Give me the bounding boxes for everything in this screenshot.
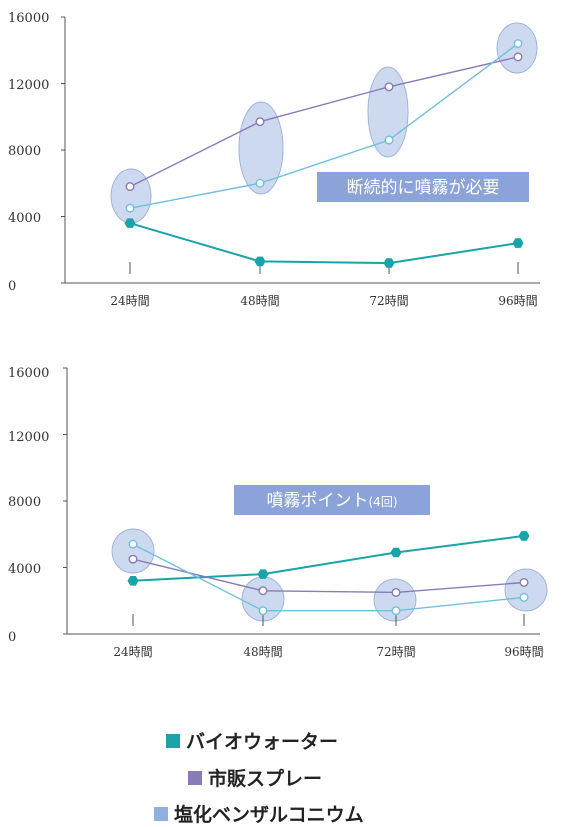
x-tick-label: 96時間 [498,294,537,308]
chart-1: 16000 12000 8000 4000 0 24時間 48時間 72時間 96時間 断続的に噴… [8,11,540,308]
point-bio [127,576,139,586]
series-line-bio [129,222,519,265]
annotation-text: 噴霧ポイント(4回) [267,491,398,511]
point-commercial [384,82,394,92]
highlight-ellipse [504,568,548,612]
series-line-commercial [132,558,525,594]
x-tick-label: 24時間 [110,294,149,308]
point-benzal [384,135,394,145]
annotation-small-text: (4回) [369,495,398,509]
x-tick-label: 48時間 [243,645,282,659]
y-tick-label: 12000 [8,78,49,93]
point-bio [257,569,269,579]
highlight-ellipse [496,22,538,74]
point-commercial [255,117,265,127]
annotation-box [317,172,529,202]
annotation-text: 断続的に噴霧が必要 [347,178,500,198]
point-benzal [125,203,135,213]
y-tick-label: 0 [8,279,16,294]
point-commercial [519,577,529,587]
series-line-commercial [129,56,519,188]
point-benzal [391,606,401,616]
point-commercial [391,587,401,597]
chart-2: 16000 12000 8000 4000 0 24時間 48時間 72時間 96時間 噴霧ポイン… [8,366,548,659]
point-bio [254,256,266,267]
point-benzal [128,539,138,549]
point-benzal [255,178,265,188]
point-benzal [519,592,529,602]
y-tick-label: 12000 [8,430,49,445]
point-bio [390,547,402,558]
y-tick-label: 0 [8,630,16,645]
point-benzal [258,606,268,616]
y-tick-label: 4000 [8,211,41,226]
y-tick-label: 8000 [8,144,41,159]
x-tick-label: 72時間 [376,645,415,659]
point-bio [383,258,395,268]
y-tick-label: 16000 [8,11,49,26]
x-tick-label: 96時間 [504,645,543,659]
point-bio [518,531,530,541]
y-tick-label: 8000 [8,495,41,510]
annotation-box [234,485,430,515]
series-line-benzal [132,543,525,612]
highlight-ellipse [238,101,284,195]
point-commercial [513,52,523,62]
y-tick-label: 16000 [8,366,49,381]
highlight-ellipse [110,168,152,224]
x-tick-label: 48時間 [240,294,279,308]
point-commercial [128,554,138,564]
point-bio [512,238,524,248]
point-commercial [258,586,268,596]
point-benzal [513,39,523,49]
point-bio [124,218,136,228]
x-tick-label: 24時間 [113,645,152,659]
series-line-benzal [129,43,519,209]
point-commercial [125,182,135,192]
x-tick-label: 72時間 [369,294,408,308]
y-tick-label: 4000 [8,562,41,577]
